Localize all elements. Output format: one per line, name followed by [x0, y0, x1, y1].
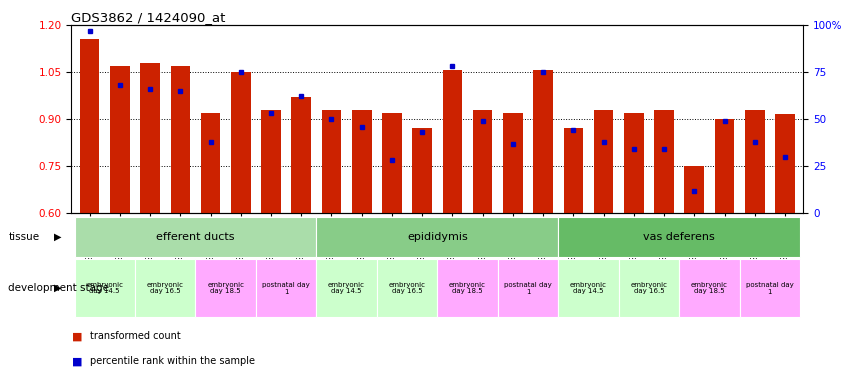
- Text: transformed count: transformed count: [90, 331, 181, 341]
- Bar: [473, 109, 493, 213]
- Text: postnatal day
1: postnatal day 1: [262, 281, 310, 295]
- Text: embryonic
day 16.5: embryonic day 16.5: [389, 281, 426, 295]
- Bar: [654, 109, 674, 213]
- Bar: [171, 66, 190, 213]
- Text: ▶: ▶: [54, 232, 61, 242]
- Text: embryonic
day 16.5: embryonic day 16.5: [146, 281, 183, 295]
- Text: epididymis: epididymis: [407, 232, 468, 242]
- Text: GDS3862 / 1424090_at: GDS3862 / 1424090_at: [71, 11, 226, 24]
- Bar: [619, 259, 680, 317]
- Text: embryonic
day 18.5: embryonic day 18.5: [207, 281, 244, 295]
- Bar: [292, 97, 311, 213]
- Bar: [498, 259, 558, 317]
- Bar: [316, 259, 377, 317]
- Bar: [442, 70, 463, 213]
- Text: vas deferens: vas deferens: [643, 232, 715, 242]
- Text: ▶: ▶: [54, 283, 61, 293]
- Bar: [740, 259, 800, 317]
- Text: embryonic
day 14.5: embryonic day 14.5: [570, 281, 607, 295]
- Bar: [256, 259, 316, 317]
- Bar: [140, 63, 160, 213]
- Bar: [715, 119, 734, 213]
- Bar: [745, 109, 764, 213]
- Text: ■: ■: [71, 356, 82, 366]
- Bar: [195, 259, 256, 317]
- Bar: [135, 259, 195, 317]
- Bar: [624, 113, 643, 213]
- Text: percentile rank within the sample: percentile rank within the sample: [90, 356, 255, 366]
- Bar: [503, 113, 523, 213]
- Bar: [80, 39, 99, 213]
- Text: postnatal day
1: postnatal day 1: [746, 281, 794, 295]
- Bar: [775, 114, 795, 213]
- Bar: [75, 217, 316, 257]
- Bar: [262, 109, 281, 213]
- Text: embryonic
day 14.5: embryonic day 14.5: [328, 281, 365, 295]
- Bar: [231, 72, 251, 213]
- Bar: [680, 259, 740, 317]
- Bar: [558, 259, 619, 317]
- Text: embryonic
day 14.5: embryonic day 14.5: [87, 281, 124, 295]
- Text: embryonic
day 16.5: embryonic day 16.5: [631, 281, 668, 295]
- Bar: [321, 109, 341, 213]
- Text: ■: ■: [71, 331, 82, 341]
- Bar: [563, 128, 583, 213]
- Bar: [110, 66, 130, 213]
- Bar: [594, 109, 613, 213]
- Bar: [437, 259, 498, 317]
- Bar: [316, 217, 558, 257]
- Bar: [558, 217, 800, 257]
- Bar: [685, 166, 704, 213]
- Bar: [201, 113, 220, 213]
- Bar: [412, 128, 432, 213]
- Text: embryonic
day 18.5: embryonic day 18.5: [449, 281, 486, 295]
- Bar: [377, 259, 437, 317]
- Bar: [382, 113, 402, 213]
- Text: tissue: tissue: [8, 232, 40, 242]
- Text: efferent ducts: efferent ducts: [156, 232, 235, 242]
- Bar: [533, 70, 553, 213]
- Text: development stage: development stage: [8, 283, 109, 293]
- Bar: [75, 259, 135, 317]
- Bar: [352, 109, 372, 213]
- Text: postnatal day
1: postnatal day 1: [504, 281, 552, 295]
- Text: embryonic
day 18.5: embryonic day 18.5: [691, 281, 728, 295]
